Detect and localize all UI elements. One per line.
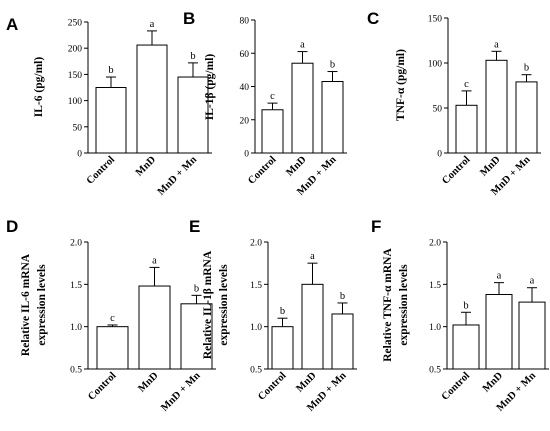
bar bbox=[177, 76, 209, 154]
panel-letter: B bbox=[183, 9, 195, 28]
y-tick-label: 80 bbox=[240, 17, 250, 27]
bar bbox=[515, 81, 538, 154]
bar bbox=[261, 109, 284, 154]
bar bbox=[138, 285, 171, 370]
bar bbox=[518, 301, 546, 370]
significance-label: b bbox=[340, 291, 345, 302]
y-tick-label: 0.5 bbox=[429, 366, 441, 376]
significance-label: a bbox=[300, 40, 305, 51]
y-tick-label: 2.0 bbox=[429, 239, 441, 249]
y-tick-label: 150 bbox=[68, 71, 83, 81]
significance-label: a bbox=[494, 39, 499, 50]
significance-label: b bbox=[108, 65, 113, 76]
significance-label: b bbox=[280, 306, 285, 317]
bar bbox=[301, 283, 324, 370]
bar bbox=[95, 87, 127, 154]
y-tick-label: 50 bbox=[73, 123, 83, 133]
y-axis-title: Relative TNF-α mRNA bbox=[382, 248, 394, 362]
y-tick-label: 2.0 bbox=[70, 239, 82, 249]
y-tick-label: 1.0 bbox=[250, 323, 262, 333]
bar bbox=[180, 303, 213, 370]
category-label: Control bbox=[85, 154, 117, 186]
y-axis-title: Relative IL-1β mRNA bbox=[202, 250, 214, 359]
bar bbox=[291, 62, 314, 154]
y-tick-label: 150 bbox=[428, 15, 443, 25]
significance-label: c bbox=[464, 79, 469, 90]
panel-a: A 0 50 100 150 200 250 IL-6 (pg/ml) b Control a MnD… bbox=[6, 15, 212, 198]
significance-label: c bbox=[270, 91, 275, 102]
panel-f: F 0.5 1.0 1.5 2.0 Relative TNF-α mRNA expressi… bbox=[371, 217, 549, 414]
panel-letter: C bbox=[367, 9, 379, 28]
panel-letter: E bbox=[189, 217, 200, 236]
y-tick-label: 1.5 bbox=[70, 281, 82, 291]
y-tick-label: 1.0 bbox=[70, 323, 82, 333]
y-axis-title-line2: expression levels bbox=[398, 264, 410, 346]
category-label: MnD bbox=[284, 154, 309, 179]
y-tick-label: 60 bbox=[240, 50, 250, 60]
significance-label: a bbox=[150, 19, 155, 30]
y-axis-title: IL-1β (pg/ml) bbox=[204, 54, 216, 121]
y-tick-label: 250 bbox=[68, 19, 83, 29]
bar bbox=[485, 293, 513, 370]
panel-letter: D bbox=[6, 217, 18, 236]
panel-e: E 0.5 1.0 1.5 2.0 Relative IL-1β mRNA expressi… bbox=[189, 217, 357, 414]
category-label: MnD bbox=[478, 154, 503, 179]
bar bbox=[452, 324, 480, 370]
y-axis-title: IL-6 (pg/ml) bbox=[33, 57, 45, 118]
category-label: MnD + Mn bbox=[156, 154, 199, 197]
bar bbox=[96, 326, 129, 370]
category-label: MnD bbox=[134, 154, 159, 179]
y-axis-title-line2: expression levels bbox=[218, 264, 230, 346]
y-tick-label: 0 bbox=[77, 150, 82, 160]
significance-label: b bbox=[194, 283, 199, 294]
y-axis-title: TNF-α (pg/ml) bbox=[395, 49, 407, 121]
significance-label: a bbox=[497, 271, 502, 282]
category-label: MnD bbox=[481, 370, 506, 395]
y-axis-title: Relative IL-6 mRNA bbox=[20, 253, 32, 356]
y-tick-label: 200 bbox=[68, 45, 83, 55]
category-label: MnD + Mn bbox=[159, 370, 202, 413]
category-label: MnD bbox=[136, 370, 161, 395]
bar bbox=[321, 81, 344, 154]
y-tick-label: 100 bbox=[428, 60, 443, 70]
y-tick-label: 20 bbox=[240, 116, 250, 126]
significance-label: a bbox=[530, 276, 535, 287]
y-axis-title-line2: expression levels bbox=[36, 264, 48, 346]
y-tick-label: 0.5 bbox=[250, 366, 262, 376]
category-label: Control bbox=[86, 370, 118, 402]
y-tick-label: 50 bbox=[433, 105, 443, 115]
significance-label: b bbox=[330, 60, 335, 71]
significance-label: a bbox=[310, 251, 315, 262]
y-tick-label: 0 bbox=[437, 150, 442, 160]
significance-label: b bbox=[524, 63, 529, 74]
panel-letter: A bbox=[6, 15, 18, 34]
significance-label: c bbox=[110, 313, 115, 324]
significance-label: b bbox=[190, 51, 195, 62]
category-label: Control bbox=[440, 154, 472, 186]
bar bbox=[331, 313, 354, 370]
significance-label: b bbox=[463, 300, 468, 311]
y-tick-label: 1.0 bbox=[429, 323, 441, 333]
bar bbox=[271, 326, 294, 370]
category-label: Control bbox=[246, 154, 278, 186]
category-label: MnD bbox=[294, 370, 319, 395]
bar bbox=[455, 104, 478, 154]
y-tick-label: 0.5 bbox=[70, 366, 82, 376]
y-tick-label: 2.0 bbox=[250, 239, 262, 249]
y-tick-label: 40 bbox=[240, 83, 250, 93]
significance-label: a bbox=[152, 255, 157, 266]
y-tick-label: 1.5 bbox=[429, 281, 441, 291]
y-tick-label: 0 bbox=[244, 150, 249, 160]
panel-letter: F bbox=[371, 217, 381, 236]
bar bbox=[136, 44, 168, 154]
bar bbox=[485, 59, 508, 154]
y-tick-label: 100 bbox=[68, 97, 83, 107]
panel-d: D 0.5 1.0 1.5 2.0 Relative IL-6 mRNA expressio… bbox=[6, 217, 216, 414]
y-tick-label: 1.5 bbox=[250, 281, 262, 291]
category-label: Control bbox=[440, 370, 472, 402]
